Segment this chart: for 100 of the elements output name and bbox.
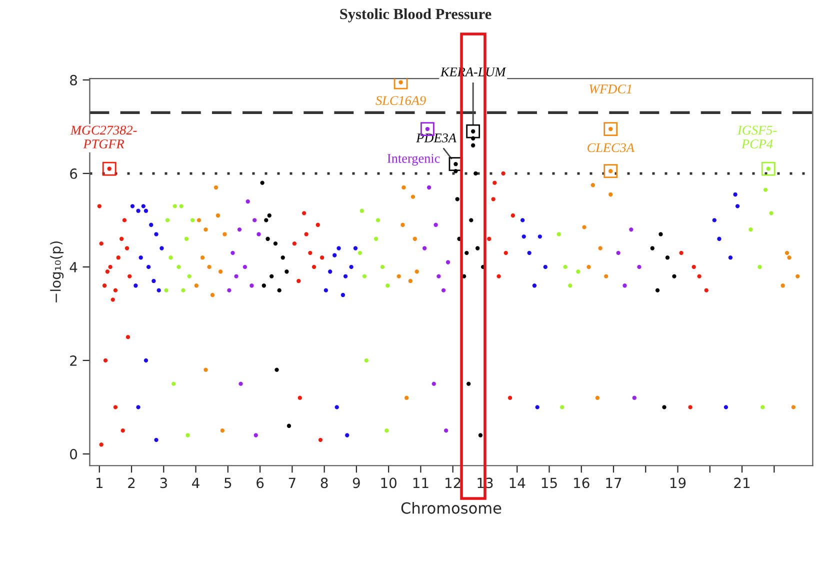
point bbox=[471, 143, 476, 148]
point bbox=[214, 185, 218, 190]
point bbox=[501, 171, 506, 176]
point bbox=[672, 274, 676, 278]
x-tick-label: 7 bbox=[288, 478, 296, 488]
point bbox=[218, 270, 223, 274]
point bbox=[769, 211, 774, 216]
point bbox=[207, 264, 212, 270]
point bbox=[787, 256, 792, 260]
x-tick-label: 5 bbox=[224, 478, 232, 488]
point bbox=[172, 204, 177, 208]
point bbox=[172, 382, 176, 386]
point bbox=[510, 213, 516, 218]
point bbox=[138, 256, 143, 260]
point bbox=[136, 208, 140, 213]
point bbox=[274, 368, 279, 372]
point bbox=[113, 405, 118, 410]
point bbox=[436, 274, 441, 278]
point bbox=[582, 225, 586, 230]
point bbox=[230, 250, 235, 255]
point bbox=[662, 405, 666, 410]
annotation: IGSF5- PCP4 bbox=[737, 126, 777, 148]
point bbox=[692, 264, 696, 270]
x-tick-label: 6 bbox=[256, 478, 264, 488]
point bbox=[340, 292, 346, 298]
point bbox=[496, 274, 501, 278]
point bbox=[422, 246, 427, 250]
point bbox=[144, 208, 148, 213]
point bbox=[487, 236, 492, 241]
x-tick-label: 16 bbox=[574, 478, 590, 488]
point bbox=[176, 264, 181, 270]
point bbox=[532, 284, 537, 288]
point bbox=[758, 264, 762, 270]
point bbox=[204, 227, 208, 232]
point bbox=[234, 274, 238, 278]
point bbox=[475, 246, 480, 250]
x-tick-label: 4 bbox=[192, 478, 200, 488]
point bbox=[712, 218, 716, 222]
point bbox=[604, 274, 608, 278]
point bbox=[252, 218, 257, 222]
chart-title: Systolic Blood Pressure bbox=[340, 8, 492, 22]
point bbox=[735, 204, 740, 208]
point bbox=[136, 405, 140, 410]
point bbox=[522, 234, 526, 239]
point bbox=[184, 236, 189, 241]
x-tick-label: 19 bbox=[670, 478, 686, 488]
point bbox=[266, 236, 270, 241]
point bbox=[284, 270, 289, 274]
annotation: Intergenic bbox=[387, 154, 440, 166]
point bbox=[404, 396, 409, 400]
point bbox=[478, 433, 483, 438]
point bbox=[187, 274, 192, 278]
point bbox=[538, 234, 542, 239]
point bbox=[380, 264, 385, 270]
point bbox=[658, 232, 663, 236]
point bbox=[492, 180, 497, 185]
point bbox=[242, 264, 248, 270]
point bbox=[748, 227, 753, 232]
point bbox=[267, 213, 272, 218]
y-axis-title: −log₁₀(p) bbox=[50, 241, 64, 302]
point bbox=[222, 232, 227, 236]
point bbox=[556, 232, 561, 236]
x-axis-title: Chromosome bbox=[401, 502, 502, 514]
point bbox=[784, 250, 790, 255]
point bbox=[113, 288, 118, 292]
point bbox=[154, 438, 158, 442]
point bbox=[108, 264, 112, 270]
point bbox=[586, 264, 591, 270]
point bbox=[298, 396, 302, 400]
x-tick-label: 11 bbox=[413, 478, 428, 488]
point bbox=[527, 250, 532, 255]
point bbox=[120, 428, 125, 433]
point bbox=[632, 396, 636, 400]
point bbox=[408, 278, 413, 284]
point bbox=[292, 241, 297, 246]
point bbox=[110, 298, 115, 302]
point bbox=[412, 236, 418, 241]
point bbox=[286, 424, 292, 428]
point bbox=[665, 256, 670, 260]
point bbox=[165, 218, 170, 222]
annotation: MGC27382- PTGFR bbox=[70, 126, 137, 148]
point bbox=[353, 246, 358, 250]
y-tick-label: 6 bbox=[70, 168, 78, 179]
point bbox=[446, 260, 450, 264]
point bbox=[273, 241, 278, 246]
point bbox=[216, 213, 220, 218]
point bbox=[264, 218, 268, 222]
point bbox=[637, 264, 642, 270]
point bbox=[376, 218, 380, 222]
point bbox=[97, 204, 102, 208]
x-tick-label: 17 bbox=[606, 478, 622, 488]
point bbox=[520, 218, 525, 222]
point bbox=[763, 188, 768, 192]
x-tick-label: 2 bbox=[128, 478, 135, 488]
point bbox=[616, 250, 620, 255]
point bbox=[179, 204, 184, 208]
point bbox=[308, 250, 312, 255]
point bbox=[343, 274, 348, 278]
point bbox=[469, 218, 474, 222]
point bbox=[332, 253, 337, 258]
